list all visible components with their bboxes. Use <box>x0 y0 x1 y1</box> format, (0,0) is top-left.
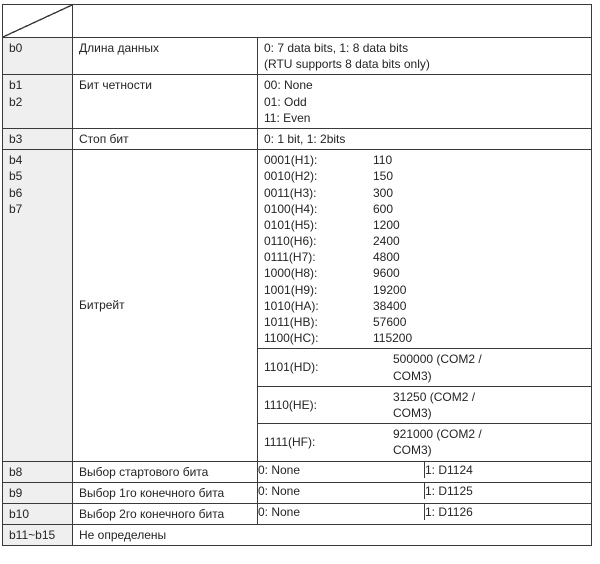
param-cell-b11: Не определены <box>73 525 592 546</box>
value-cell-b0: 0: 7 data bits, 1: 8 data bits (RTU supp… <box>258 38 592 75</box>
val-line: 0: 7 data bits, 1: 8 data bits <box>264 40 587 56</box>
bit-cell-b10: b10 <box>3 503 73 524</box>
baud-key: 0100(H4): <box>264 201 373 217</box>
val-line: 0: None <box>258 504 425 520</box>
baud-key: 1000(H8): <box>264 265 373 281</box>
value-cell-b3: 0: 1 bit, 1: 2bits <box>258 128 592 149</box>
baud-key: 0110(H6): <box>264 233 373 249</box>
param-cell-b0: Длина данных <box>73 38 258 75</box>
param-cell-baud: Битрейт <box>73 150 258 461</box>
baud-key: 0001(H1): <box>264 152 373 168</box>
param-cell-b9: Выбор 1го конечного бита <box>73 482 258 503</box>
baud-key: 0101(H5): <box>264 217 373 233</box>
val-line: 0: None <box>258 483 425 499</box>
baud-key: 1010(HA): <box>264 298 373 314</box>
value-cell-b8: 0: None 1: D1124 <box>258 461 592 482</box>
baud-val: 1200 <box>373 217 587 233</box>
baud-val: 38400 <box>373 298 587 314</box>
baud-key: 1100(HC): <box>264 330 373 346</box>
baud-key: 1001(H9): <box>264 282 373 298</box>
val-line: 01: Odd <box>264 94 587 110</box>
baud-val: 300 <box>373 185 587 201</box>
val-line: 00: None <box>264 77 587 93</box>
baud-val: 57600 <box>373 314 587 330</box>
bit-line: b7 <box>9 201 68 217</box>
bit-cell-baud: b4 b5 b6 b7 <box>3 150 73 461</box>
bit-line: b4 <box>9 152 68 168</box>
bit-cell-b8: b8 <box>3 461 73 482</box>
header-blank <box>73 5 592 38</box>
value-cell-b10: 0: None 1: D1126 <box>258 503 592 524</box>
baud-val: 4800 <box>373 249 587 265</box>
bit-line: b6 <box>9 185 68 201</box>
val-line: 1: D1125 <box>425 483 592 499</box>
baud-key: 1101(HD): <box>264 351 393 383</box>
baud-key: 0011(H3): <box>264 185 373 201</box>
value-cell-baud: 0001(H1):1100010(H2):1500011(H3):3000100… <box>258 150 592 461</box>
baud-val: 150 <box>373 168 587 184</box>
bit-cell-b3: b3 <box>3 128 73 149</box>
baud-key: 1110(HE): <box>264 389 393 421</box>
baud-list: 0001(H1):1100010(H2):1500011(H3):3000100… <box>258 150 591 349</box>
baud-key: 1111(HF): <box>264 426 393 458</box>
baud-val: 110 <box>373 152 587 168</box>
param-cell-parity: Бит четности <box>73 75 258 129</box>
baud-key: 0010(H2): <box>264 168 373 184</box>
bit-cell-b9: b9 <box>3 482 73 503</box>
val-line: 1: D1126 <box>425 504 592 520</box>
value-cell-parity: 00: None 01: Odd 11: Even <box>258 75 592 129</box>
bit-definition-table: b0 Длина данных 0: 7 data bits, 1: 8 dat… <box>2 4 592 546</box>
baud-val: 19200 <box>373 282 587 298</box>
bit-line: b2 <box>9 94 68 110</box>
baud-key: 0111(H7): <box>264 249 373 265</box>
bit-cell-b11: b11~b15 <box>3 525 73 546</box>
baud-key: 1011(HB): <box>264 314 373 330</box>
bit-line: b1 <box>9 77 68 93</box>
baud-val: 2400 <box>373 233 587 249</box>
val-line: 1: D1124 <box>425 462 592 478</box>
header-diagonal <box>3 5 73 38</box>
bit-cell-parity: b1 b2 <box>3 75 73 129</box>
baud-val: 500000 (COM2 /COM3) <box>393 351 587 383</box>
value-cell-b9: 0: None 1: D1125 <box>258 482 592 503</box>
bit-line: b5 <box>9 168 68 184</box>
param-cell-b3: Стоп бит <box>73 128 258 149</box>
baud-ext: 1101(HD):500000 (COM2 /COM3)1110(HE):312… <box>258 349 591 460</box>
val-line: 11: Even <box>264 110 587 126</box>
baud-val: 115200 <box>373 330 587 346</box>
bit-cell-b0: b0 <box>3 38 73 75</box>
baud-val: 31250 (COM2 /COM3) <box>393 389 587 421</box>
baud-val: 9600 <box>373 265 587 281</box>
val-line: 0: None <box>258 462 425 478</box>
baud-val: 921000 (COM2 /COM3) <box>393 426 587 458</box>
param-cell-b8: Выбор стартового бита <box>73 461 258 482</box>
val-line: (RTU supports 8 data bits only) <box>264 56 587 72</box>
baud-val: 600 <box>373 201 587 217</box>
param-cell-b10: Выбор 2го конечного бита <box>73 503 258 524</box>
